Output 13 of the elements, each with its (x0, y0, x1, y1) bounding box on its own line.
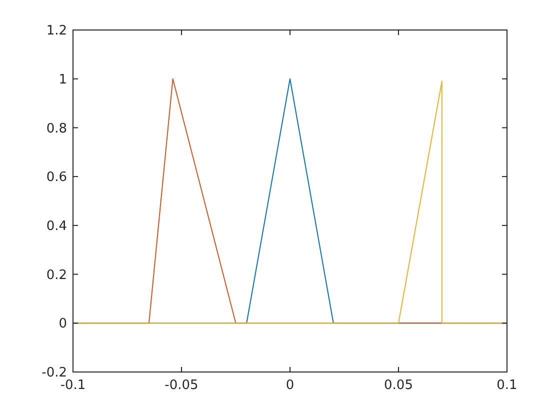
y-tick-label: 0.8 (46, 121, 67, 136)
x-tick-label: -0.05 (164, 378, 198, 393)
x-tick-label: 0 (286, 378, 294, 393)
x-tick-label: 0.05 (384, 378, 413, 393)
y-tick-label: 0.6 (46, 170, 67, 186)
y-tick-label: 0 (58, 316, 67, 332)
y-tick-label: 0.2 (46, 268, 67, 283)
x-tick-label: 0.1 (496, 378, 518, 393)
y-tick-label: 1 (58, 72, 67, 88)
y-tick-label: -0.2 (42, 366, 67, 381)
y-tick-label: 1.2 (46, 24, 67, 39)
x-tick-label: -0.1 (60, 378, 86, 393)
y-tick-label: 0.4 (46, 218, 67, 234)
